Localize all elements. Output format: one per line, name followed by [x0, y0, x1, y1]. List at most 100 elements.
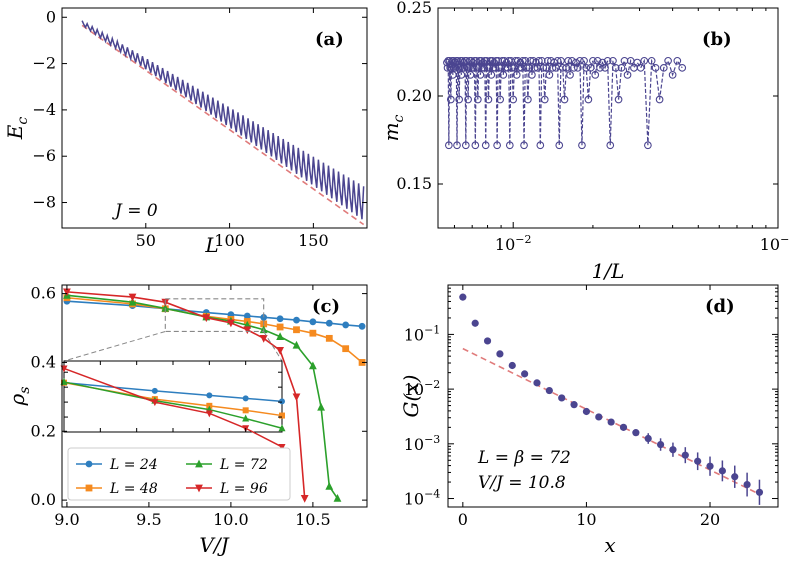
zoom-connector	[63, 330, 166, 362]
marker-triangle-up	[333, 493, 342, 502]
x-tick-label: 10	[576, 510, 596, 529]
mc-point	[471, 141, 480, 150]
x-tick-label: 10.5	[295, 510, 331, 529]
mc-point	[582, 63, 591, 72]
panel-a-frame	[61, 7, 368, 229]
g-point	[619, 423, 628, 431]
zoom-connector	[263, 331, 283, 362]
x-tick-label: 100	[214, 231, 245, 250]
marker-circle	[206, 392, 213, 399]
mc-point	[521, 56, 530, 65]
g-point	[656, 440, 665, 449]
x-tick-label: 9.0	[54, 510, 79, 529]
marker-square	[242, 407, 249, 414]
mc-point	[533, 63, 542, 72]
mc-point	[526, 56, 535, 65]
mc-point	[636, 63, 645, 72]
g-point	[595, 413, 603, 421]
y-tick-label: 0.20	[396, 86, 432, 105]
inset-plot	[60, 365, 286, 451]
legend-label: L = 48	[109, 481, 158, 497]
y-tick-label: 10−3	[404, 433, 441, 454]
mc-point	[603, 56, 612, 65]
mc-point	[578, 141, 586, 150]
mc-point	[564, 56, 573, 65]
marker-triangle-up	[242, 414, 250, 422]
g-point	[706, 462, 714, 470]
marker-square	[85, 484, 93, 492]
panel-d-xlabel: x	[604, 533, 615, 557]
marker-circle	[293, 316, 300, 324]
panel-c-xlabel: V/J	[199, 533, 229, 557]
mc-point	[510, 63, 519, 72]
mc-point	[461, 141, 470, 150]
x-tick-exponent: −1	[780, 233, 789, 246]
mc-point	[609, 56, 617, 65]
inset-frame	[63, 360, 283, 433]
g-point	[483, 337, 492, 345]
x-tick-label: 9.5	[136, 510, 161, 529]
mc-point	[589, 56, 597, 65]
marker-circle	[358, 322, 366, 330]
marker-circle	[276, 315, 284, 323]
mc-point	[633, 58, 642, 67]
x-tick-label: 150	[298, 231, 329, 250]
x-tick-label: 10−2	[495, 233, 532, 254]
mc-point	[640, 56, 649, 65]
mc-point	[511, 56, 520, 65]
panel-c: 9.0 9.5 10.0 10.50.00.20.40.6 (c) L = 24L =…	[5, 284, 368, 557]
marker-triangle-down	[205, 410, 213, 418]
mc-point	[586, 63, 595, 72]
mc-point	[573, 63, 582, 72]
legend-label: L = 24	[109, 457, 158, 473]
y-tick-label: 0.0	[31, 490, 56, 509]
marker-circle	[242, 395, 249, 402]
mc-point	[601, 63, 609, 72]
marker-triangle-up	[292, 340, 301, 349]
g-point	[582, 407, 591, 416]
marker-triangle-down	[292, 393, 301, 402]
panel-d-ylabel: G(x)	[399, 375, 423, 418]
mc-point	[444, 141, 453, 150]
marker-square	[342, 345, 350, 353]
mc-point	[476, 71, 485, 79]
g-point	[731, 473, 739, 481]
g-point	[471, 319, 479, 327]
fit-line	[81, 24, 365, 226]
y-tick-label: 0.6	[31, 284, 56, 303]
mc-point	[496, 95, 505, 104]
mc-point	[524, 95, 532, 104]
marker-circle	[309, 318, 317, 326]
mc-point	[457, 71, 466, 79]
marker-triangle-up	[276, 332, 284, 341]
mc-point	[520, 141, 528, 150]
legend-label: L = 72	[219, 457, 268, 473]
y-tick-label: 10−4	[404, 488, 441, 509]
mc-point	[466, 71, 475, 79]
marker-circle	[342, 321, 350, 329]
mc-point	[512, 71, 521, 79]
g-point	[632, 429, 640, 437]
y-tick-label: 0.2	[31, 421, 56, 440]
marker-triangle-down	[151, 399, 159, 407]
mc-point	[558, 63, 567, 72]
g-point	[644, 434, 652, 443]
y-tick-label: 0.15	[396, 174, 432, 193]
mc-point	[490, 58, 499, 67]
panel-a-ylabel: Ec	[3, 117, 31, 141]
mc-point	[644, 141, 652, 150]
g-point	[607, 418, 615, 426]
energy-curve	[81, 20, 365, 220]
panel-d-annotation-line2: V/J = 10.8	[478, 473, 566, 493]
mc-point	[525, 63, 534, 72]
panel-c-frame	[61, 284, 368, 508]
g-point	[570, 401, 578, 409]
marker-circle	[325, 319, 333, 327]
mc-point	[593, 56, 602, 65]
y-tick-label: −8	[32, 193, 56, 212]
zoom-source-box	[164, 298, 265, 333]
marker-triangle-up	[195, 459, 203, 468]
legend-label: L = 96	[219, 481, 268, 497]
panel-a-annotation: J = 0	[112, 201, 158, 221]
